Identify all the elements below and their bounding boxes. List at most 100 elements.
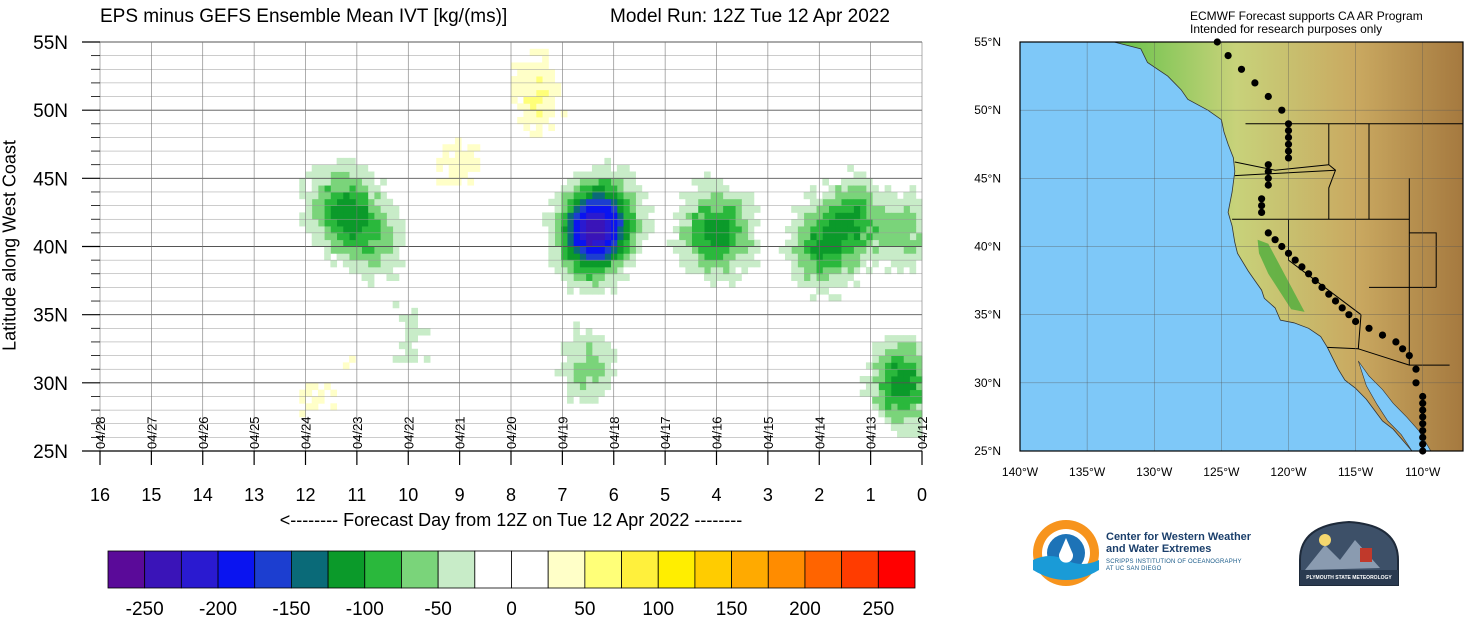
anomaly-cell — [841, 191, 848, 200]
anomaly-cell — [691, 198, 699, 206]
anomaly-cell — [598, 273, 605, 281]
anomaly-cell — [598, 362, 605, 370]
anomaly-cell — [691, 178, 699, 186]
anomaly-cell — [591, 273, 599, 281]
anomaly-cell — [567, 273, 574, 281]
anomaly-cell — [915, 219, 923, 227]
anomaly-cell — [834, 273, 842, 281]
anomaly-cell — [697, 246, 705, 254]
anomaly-cell — [897, 423, 904, 431]
anomaly-cell — [635, 226, 643, 234]
anomaly-cell — [909, 219, 917, 227]
anomaly-cell — [697, 226, 705, 234]
anomaly-cell — [355, 260, 362, 268]
anomaly-cell — [878, 212, 886, 220]
anomaly-cell — [859, 376, 867, 384]
x-tick-label: 16 — [90, 485, 110, 505]
anomaly-cell — [392, 219, 400, 227]
anomaly-cell — [473, 157, 481, 166]
anomaly-cell — [797, 219, 805, 227]
coastal-point — [1251, 79, 1259, 87]
anomaly-cell — [722, 226, 730, 234]
anomaly-cell — [616, 232, 624, 241]
anomaly-cell — [604, 198, 612, 206]
anomaly-cell — [878, 219, 886, 227]
anomaly-cell — [722, 273, 730, 281]
anomaly-cell — [797, 273, 805, 281]
anomaly-cell — [573, 198, 580, 206]
anomaly-cell — [809, 266, 817, 275]
anomaly-cell — [872, 198, 879, 206]
anomaly-cell — [336, 232, 344, 241]
coastal-point — [1345, 311, 1353, 319]
anomaly-cell — [616, 205, 624, 213]
anomaly-cell — [355, 164, 362, 172]
anomaly-cell — [897, 226, 904, 234]
anomaly-cell — [554, 226, 562, 234]
colorbar-tick-label: -150 — [272, 599, 310, 620]
anomaly-cell — [679, 219, 686, 227]
anomaly-cell — [747, 253, 755, 261]
anomaly-cell — [872, 239, 879, 247]
anomaly-cell — [859, 253, 867, 261]
colorbar: -250 -200 -150 -100 -50 0 50 100 150 200 250 — [107, 550, 916, 620]
anomaly-cell — [361, 253, 369, 261]
anomaly-cell — [579, 246, 587, 254]
anomaly-cell — [367, 280, 375, 288]
anomaly-cell — [342, 362, 350, 370]
anomaly-cell — [841, 178, 848, 186]
anomaly-cell — [915, 423, 923, 431]
anomaly-cell — [616, 185, 624, 193]
coastal-point — [1419, 392, 1427, 401]
anomaly-cell — [722, 260, 730, 268]
anomaly-cell — [573, 260, 580, 268]
anomaly-cell — [903, 430, 910, 438]
anomaly-cell — [716, 253, 724, 261]
anomaly-cell — [324, 382, 331, 391]
anomaly-cell — [853, 205, 861, 213]
anomaly-cell — [728, 191, 736, 200]
anomaly-cell — [623, 171, 630, 179]
anomaly-cell — [355, 266, 362, 275]
anomaly-cell — [691, 226, 699, 234]
anomaly-cell — [884, 239, 892, 247]
anomaly-cell — [542, 76, 549, 84]
anomaly-cell — [897, 403, 904, 411]
colorbar-tick-label: 0 — [506, 599, 517, 620]
anomaly-cell — [573, 205, 580, 213]
anomaly-cell — [542, 96, 549, 104]
anomaly-cell — [797, 266, 805, 275]
anomaly-cell — [747, 239, 755, 247]
anomaly-cell — [735, 239, 742, 247]
anomaly-cell — [897, 362, 904, 370]
coastal-point — [1311, 277, 1319, 285]
anomaly-cell — [865, 178, 873, 186]
anomaly-cell — [728, 253, 736, 261]
anomaly-cell — [542, 116, 549, 125]
anomaly-cell — [847, 205, 854, 213]
anomaly-cell — [355, 212, 362, 220]
x-tick-label: 9 — [455, 485, 465, 505]
anomaly-cell — [299, 178, 306, 186]
anomaly-cell — [579, 355, 587, 363]
anomaly-cell — [691, 191, 699, 200]
anomaly-cell — [747, 260, 755, 268]
anomaly-cell — [841, 260, 848, 268]
coastal-point — [1305, 270, 1313, 278]
map-lon-label: 130°W — [1136, 465, 1173, 479]
anomaly-cell — [349, 198, 356, 206]
anomaly-cell — [884, 212, 892, 220]
x-tick-label: 5 — [660, 485, 670, 505]
anomaly-cell — [591, 382, 599, 391]
anomaly-cell — [591, 260, 599, 268]
anomaly-cell — [448, 144, 456, 152]
anomaly-cell — [890, 246, 898, 254]
anomaly-cell — [311, 171, 319, 179]
anomaly-cell — [361, 164, 369, 172]
central-valley — [1257, 239, 1305, 312]
anomaly-cell — [872, 348, 879, 356]
anomaly-cell — [822, 239, 829, 247]
anomaly-cell — [448, 171, 456, 179]
anomaly-cell — [903, 423, 910, 431]
anomaly-cell — [529, 82, 537, 91]
